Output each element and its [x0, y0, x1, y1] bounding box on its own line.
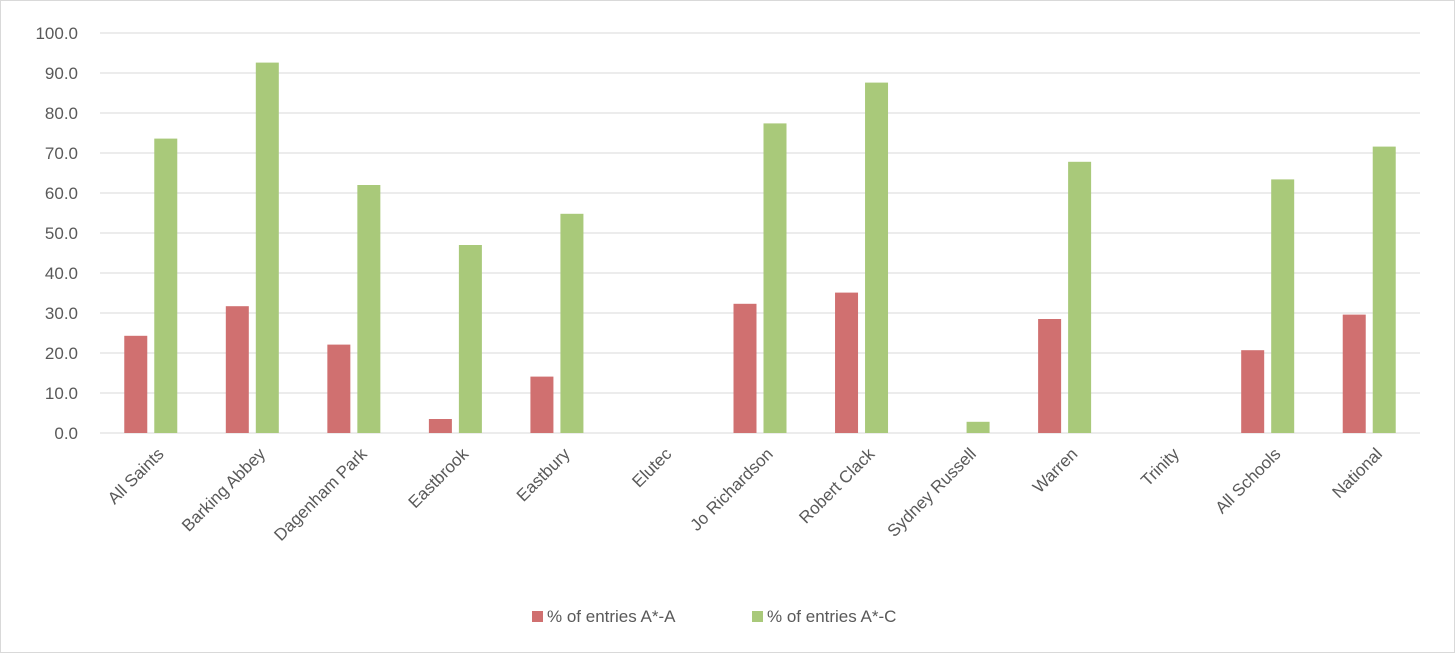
bar-a-star-a[interactable] [124, 335, 148, 433]
y-tick-label: 10.0 [45, 384, 78, 403]
bar-a-star-a[interactable] [1342, 314, 1366, 433]
bar-a-star-a[interactable] [225, 306, 249, 433]
y-tick-label: 100.0 [35, 24, 78, 43]
bar-a-star-a[interactable] [1038, 319, 1062, 433]
y-tick-label: 60.0 [45, 184, 78, 203]
y-tick-label: 30.0 [45, 304, 78, 323]
y-tick-label: 80.0 [45, 104, 78, 123]
x-category-label: Elutec [628, 444, 675, 491]
legend-swatch [532, 611, 543, 622]
legend-item-a-star-c[interactable]: % of entries A*-C [752, 607, 896, 626]
legend-swatch [752, 611, 763, 622]
bars [124, 62, 1396, 434]
bar-a-star-a[interactable] [835, 292, 859, 433]
y-tick-label: 20.0 [45, 344, 78, 363]
x-category-label: Dagenham Park [270, 444, 371, 545]
bar-a-star-c[interactable] [1271, 179, 1295, 433]
bar-a-star-a[interactable] [428, 419, 452, 433]
x-category-label: Barking Abbey [178, 444, 269, 535]
bar-a-star-c[interactable] [458, 245, 482, 433]
x-category-label: All Schools [1212, 444, 1285, 517]
legend-label: % of entries A*-A [547, 607, 676, 626]
bar-a-star-c[interactable] [357, 185, 381, 433]
y-tick-label: 0.0 [54, 424, 78, 443]
bar-a-star-c[interactable] [1068, 161, 1092, 434]
y-tick-label: 90.0 [45, 64, 78, 83]
bar-a-star-c[interactable] [763, 123, 787, 434]
x-category-label: Eastbury [513, 444, 574, 505]
x-category-label: National [1329, 444, 1387, 502]
x-category-label: Eastbrook [405, 444, 473, 512]
bar-a-star-a[interactable] [1241, 350, 1265, 433]
bar-a-star-c[interactable] [560, 213, 584, 433]
bar-a-star-c[interactable] [865, 82, 889, 433]
x-category-label: Sydney Russell [884, 444, 980, 540]
bar-a-star-a[interactable] [530, 376, 554, 433]
y-axis-tick-labels: 0.0 10.0 20.0 30.0 40.0 50.0 60.0 70.0 80.0 90.0 1… [35, 24, 78, 443]
bar-a-star-a[interactable] [327, 344, 351, 433]
bar-a-star-c[interactable] [966, 421, 990, 433]
x-category-label: Robert Clack [795, 444, 878, 527]
x-category-label: Warren [1029, 444, 1081, 496]
gridlines [100, 32, 1420, 434]
y-tick-label: 50.0 [45, 224, 78, 243]
legend[interactable]: % of entries A*-A % of entries A*-C [532, 607, 896, 626]
x-axis-category-labels: All Saints Barking Abbey Dagenham Park East… [104, 444, 1386, 545]
bar-a-star-a[interactable] [733, 303, 757, 433]
bar-a-star-c[interactable] [1372, 146, 1396, 433]
x-category-label: All Saints [104, 444, 168, 508]
bar-a-star-c[interactable] [255, 62, 279, 433]
y-tick-label: 40.0 [45, 264, 78, 283]
legend-label: % of entries A*-C [767, 607, 896, 626]
bar-a-star-c[interactable] [154, 138, 178, 433]
x-category-label: Jo Richardson [687, 444, 777, 534]
y-tick-label: 70.0 [45, 144, 78, 163]
legend-item-a-star-a[interactable]: % of entries A*-A [532, 607, 676, 626]
x-category-label: Trinity [1137, 444, 1183, 490]
